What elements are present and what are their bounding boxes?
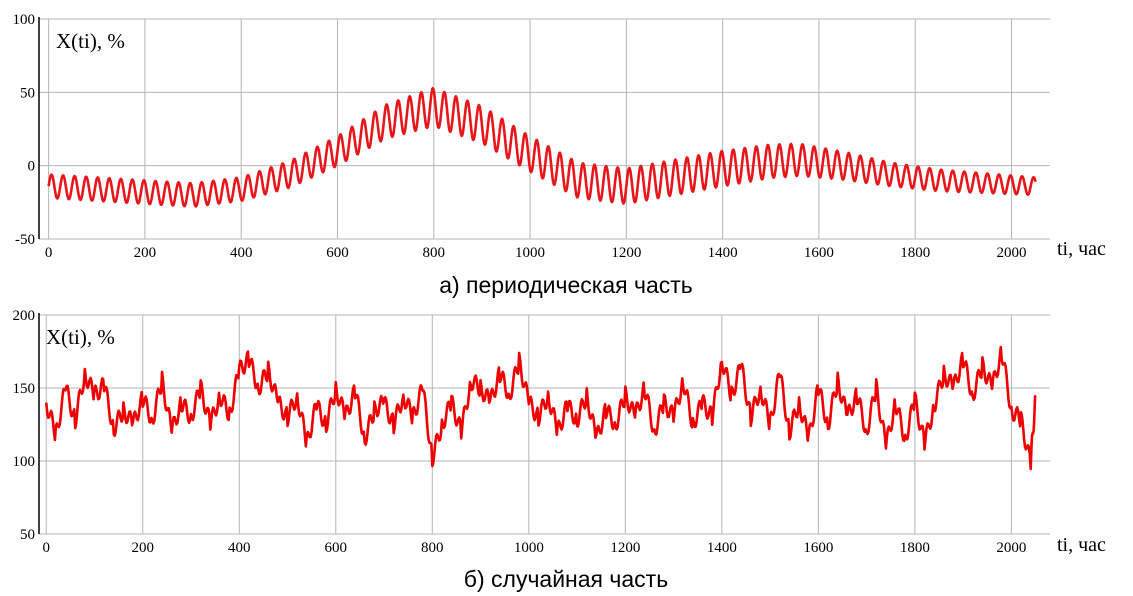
y-tick-label-periodic-0: -50 bbox=[15, 232, 35, 248]
x-tick-label-periodic-3: 600 bbox=[326, 245, 349, 261]
x-tick-label-random-8: 1600 bbox=[803, 540, 833, 556]
x-tick-label-random-6: 1200 bbox=[610, 540, 640, 556]
x-tick-label-periodic-1: 200 bbox=[134, 245, 157, 261]
caption-periodic: а) периодическая часть bbox=[439, 272, 693, 298]
x-tick-label-random-2: 400 bbox=[228, 540, 251, 556]
x-axis-label-periodic: ti, час bbox=[1057, 238, 1106, 260]
y-tick-labels-periodic: -50 0 50 100 bbox=[13, 12, 36, 248]
x-tick-label-periodic-6: 1200 bbox=[611, 245, 641, 261]
series-group-periodic bbox=[47, 86, 1037, 208]
series-group-random bbox=[44, 345, 1037, 471]
x-tick-label-random-10: 2000 bbox=[996, 540, 1026, 556]
grid-periodic bbox=[38, 17, 1050, 240]
x-tick-labels-random: 0 200 400 600 800 1000 1200 1400 1600 1800 2000 bbox=[42, 540, 1026, 556]
x-tick-label-random-3: 600 bbox=[325, 540, 348, 556]
x-tick-label-periodic-4: 800 bbox=[423, 245, 446, 261]
x-tick-label-random-9: 1800 bbox=[900, 540, 930, 556]
y-axis-label-periodic: X(ti), % bbox=[56, 29, 125, 53]
chart-panel-periodic: -50 0 50 100 0 200 400 600 800 1000 1200 1400 1600 1… bbox=[13, 12, 1107, 298]
chart-panel-random: 50 100 150 200 0 200 400 600 800 1000 1200 1400 160… bbox=[13, 308, 1107, 592]
series-line-random-0 bbox=[44, 345, 1037, 471]
series-line-periodic-0 bbox=[47, 86, 1037, 208]
x-tick-label-periodic-5: 1000 bbox=[515, 245, 545, 261]
x-axis-label-random: ti, час bbox=[1057, 534, 1106, 556]
x-tick-label-periodic-8: 1600 bbox=[804, 245, 834, 261]
x-tick-label-random-1: 200 bbox=[132, 540, 155, 556]
grid-random bbox=[38, 313, 1050, 535]
x-tick-label-random-0: 0 bbox=[42, 540, 50, 556]
x-tick-label-periodic-10: 2000 bbox=[996, 245, 1026, 261]
y-tick-label-periodic-1: 0 bbox=[28, 159, 36, 175]
x-tick-label-random-4: 800 bbox=[421, 540, 444, 556]
y-tick-label-random-0: 50 bbox=[20, 527, 35, 543]
caption-random: б) случайная часть bbox=[464, 566, 668, 592]
y-tick-label-periodic-2: 50 bbox=[20, 85, 35, 101]
y-tick-label-periodic-3: 100 bbox=[13, 12, 36, 28]
y-tick-label-random-2: 150 bbox=[13, 381, 36, 397]
y-tick-label-random-3: 200 bbox=[13, 308, 36, 324]
x-tick-label-periodic-0: 0 bbox=[45, 245, 53, 261]
y-tick-labels-random: 50 100 150 200 bbox=[13, 308, 36, 543]
x-tick-label-random-5: 1000 bbox=[514, 540, 544, 556]
x-tick-label-periodic-2: 400 bbox=[230, 245, 253, 261]
y-tick-label-random-1: 100 bbox=[13, 454, 36, 470]
x-tick-label-random-7: 1400 bbox=[707, 540, 737, 556]
x-tick-label-periodic-9: 1800 bbox=[900, 245, 930, 261]
y-axis-label-random: X(ti), % bbox=[46, 325, 115, 349]
x-tick-label-periodic-7: 1400 bbox=[708, 245, 738, 261]
x-tick-labels-periodic: 0 200 400 600 800 1000 1200 1400 1600 1800 2000 bbox=[45, 245, 1027, 261]
